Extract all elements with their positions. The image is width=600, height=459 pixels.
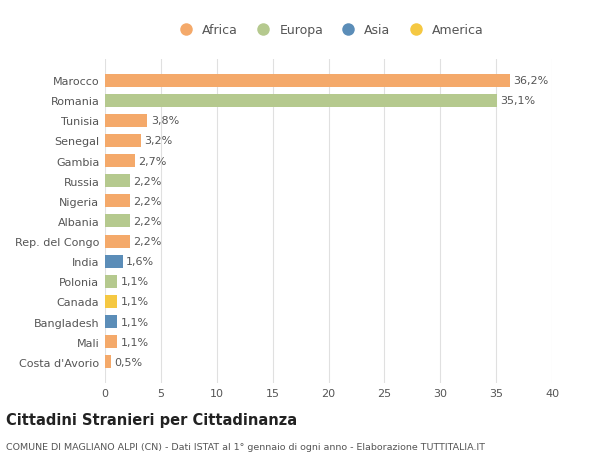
- Text: 1,1%: 1,1%: [121, 297, 149, 307]
- Bar: [105, 315, 117, 328]
- Text: 3,8%: 3,8%: [151, 116, 179, 126]
- Bar: [105, 155, 135, 168]
- Text: Cittadini Stranieri per Cittadinanza: Cittadini Stranieri per Cittadinanza: [6, 413, 297, 428]
- Text: 1,1%: 1,1%: [121, 317, 149, 327]
- Text: 36,2%: 36,2%: [513, 76, 548, 86]
- Legend: Africa, Europa, Asia, America: Africa, Europa, Asia, America: [173, 24, 484, 37]
- Text: 2,7%: 2,7%: [139, 156, 167, 166]
- Bar: [105, 195, 130, 208]
- Bar: [105, 175, 130, 188]
- Bar: [105, 255, 123, 268]
- Bar: [105, 356, 110, 369]
- Bar: [105, 235, 130, 248]
- Bar: [105, 74, 509, 87]
- Bar: [105, 115, 148, 128]
- Bar: [105, 134, 141, 148]
- Text: 0,5%: 0,5%: [114, 357, 142, 367]
- Text: 3,2%: 3,2%: [144, 136, 172, 146]
- Text: 1,6%: 1,6%: [126, 257, 154, 267]
- Bar: [105, 95, 497, 107]
- Text: 1,1%: 1,1%: [121, 277, 149, 287]
- Text: 2,2%: 2,2%: [133, 217, 161, 226]
- Bar: [105, 295, 117, 308]
- Text: 2,2%: 2,2%: [133, 176, 161, 186]
- Bar: [105, 336, 117, 348]
- Text: 2,2%: 2,2%: [133, 236, 161, 246]
- Text: 1,1%: 1,1%: [121, 337, 149, 347]
- Text: 35,1%: 35,1%: [500, 96, 536, 106]
- Bar: [105, 275, 117, 288]
- Text: 2,2%: 2,2%: [133, 196, 161, 207]
- Bar: [105, 215, 130, 228]
- Text: COMUNE DI MAGLIANO ALPI (CN) - Dati ISTAT al 1° gennaio di ogni anno - Elaborazi: COMUNE DI MAGLIANO ALPI (CN) - Dati ISTA…: [6, 442, 485, 451]
